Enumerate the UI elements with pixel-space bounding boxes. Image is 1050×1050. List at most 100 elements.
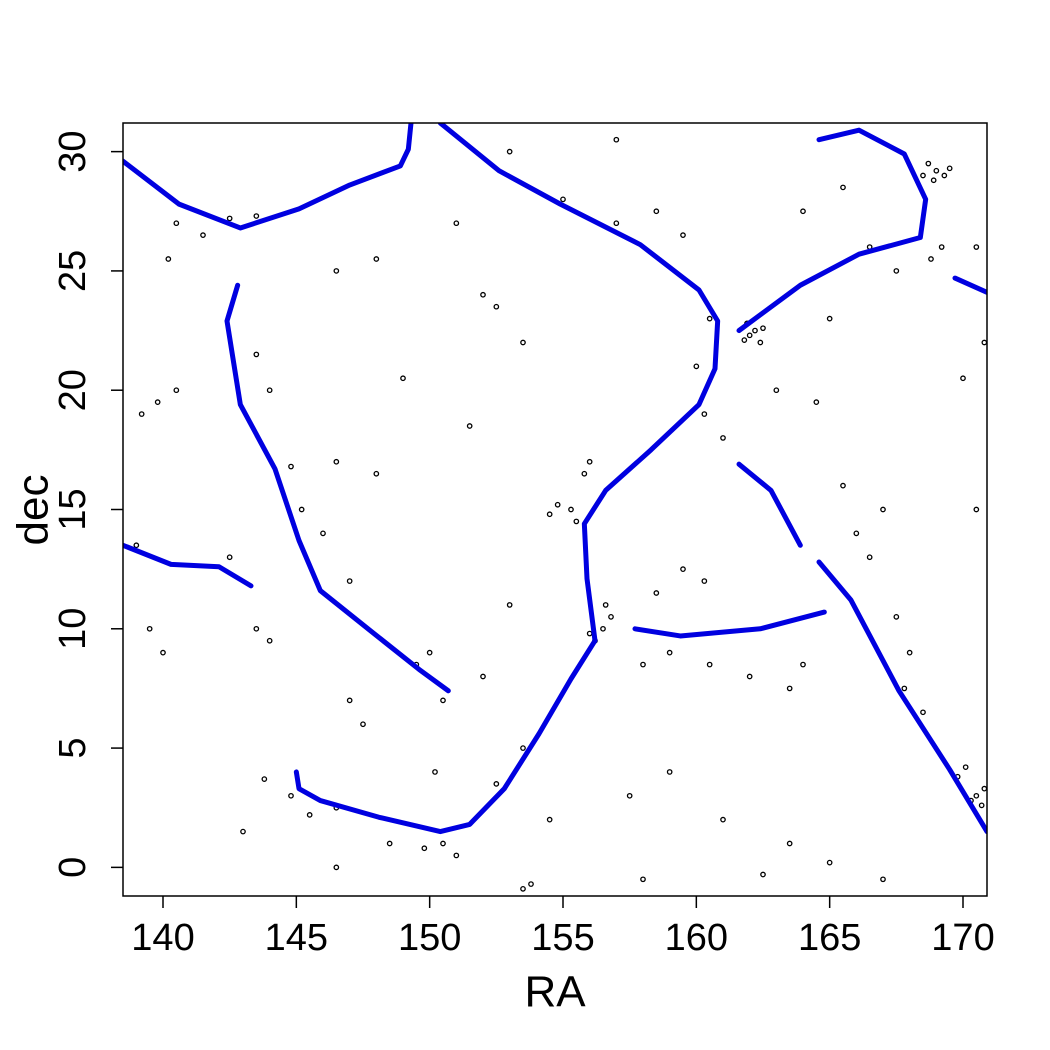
point [840,482,846,489]
point [360,721,366,728]
y-tick-label: 25 [52,250,94,292]
point [757,339,764,346]
point [546,511,553,518]
point [400,375,406,382]
point [720,435,726,441]
point [938,244,945,250]
point [930,177,937,184]
point [880,876,886,883]
x-tick-label: 145 [265,917,328,959]
point [680,566,686,572]
point [680,232,686,238]
point [506,148,513,155]
point [173,387,180,394]
point [333,864,340,871]
point [346,578,353,584]
point [200,232,206,238]
point [386,840,393,847]
point [373,470,380,477]
point [173,220,180,227]
point [154,399,161,405]
point [560,196,566,203]
x-tick-label: 170 [931,917,994,959]
point [226,554,233,561]
point [608,614,614,620]
point [480,673,486,680]
point [626,792,633,799]
point [978,802,985,809]
point [981,339,987,346]
point [288,463,294,470]
x-tick-label: 150 [398,917,461,959]
point [440,840,446,847]
x-axis-label: RA [524,968,586,1017]
y-tick-label: 0 [52,857,94,878]
point [706,661,713,668]
y-tick-label: 15 [52,488,94,530]
point [640,661,646,668]
point [746,332,753,339]
point [333,458,340,465]
point [426,649,433,656]
point [906,649,913,656]
point [466,423,473,429]
point [986,591,987,595]
point [973,792,980,799]
point [941,172,948,179]
point [986,198,987,201]
plot-frame [122,122,988,897]
point [253,213,260,219]
point [554,501,561,508]
curve [224,282,451,694]
curve [293,123,721,835]
point [506,602,513,608]
point [946,165,953,172]
point [306,812,313,818]
point [146,625,153,632]
point [701,578,708,584]
point [973,506,980,513]
point [266,637,273,644]
point [493,781,500,787]
point [826,859,833,866]
point [493,303,500,310]
point [600,625,606,632]
point [613,220,620,227]
point [720,816,726,823]
point [226,215,233,222]
point [800,661,806,668]
x-tick-label: 165 [798,917,861,959]
point [706,315,713,322]
point [853,530,860,537]
point [240,828,246,835]
point [546,816,553,823]
point [133,542,140,549]
curve [952,275,987,295]
curve [123,123,414,231]
point [581,470,588,477]
point [520,339,526,346]
y-tick-label: 30 [52,130,94,172]
curve [736,127,929,334]
y-tick-label: 20 [52,369,94,411]
point [880,506,886,513]
point [288,792,294,799]
point [320,530,326,537]
point [760,325,766,332]
point [586,458,593,465]
point [840,184,846,191]
point [453,852,460,859]
point [520,885,526,892]
point [693,363,700,370]
point [421,845,428,852]
y-tick-label: 10 [52,608,94,650]
point [613,136,620,143]
point [266,387,273,394]
point [866,554,873,561]
point [333,268,340,274]
point [520,745,526,751]
point [346,697,353,704]
point [813,399,820,405]
point [920,709,926,716]
